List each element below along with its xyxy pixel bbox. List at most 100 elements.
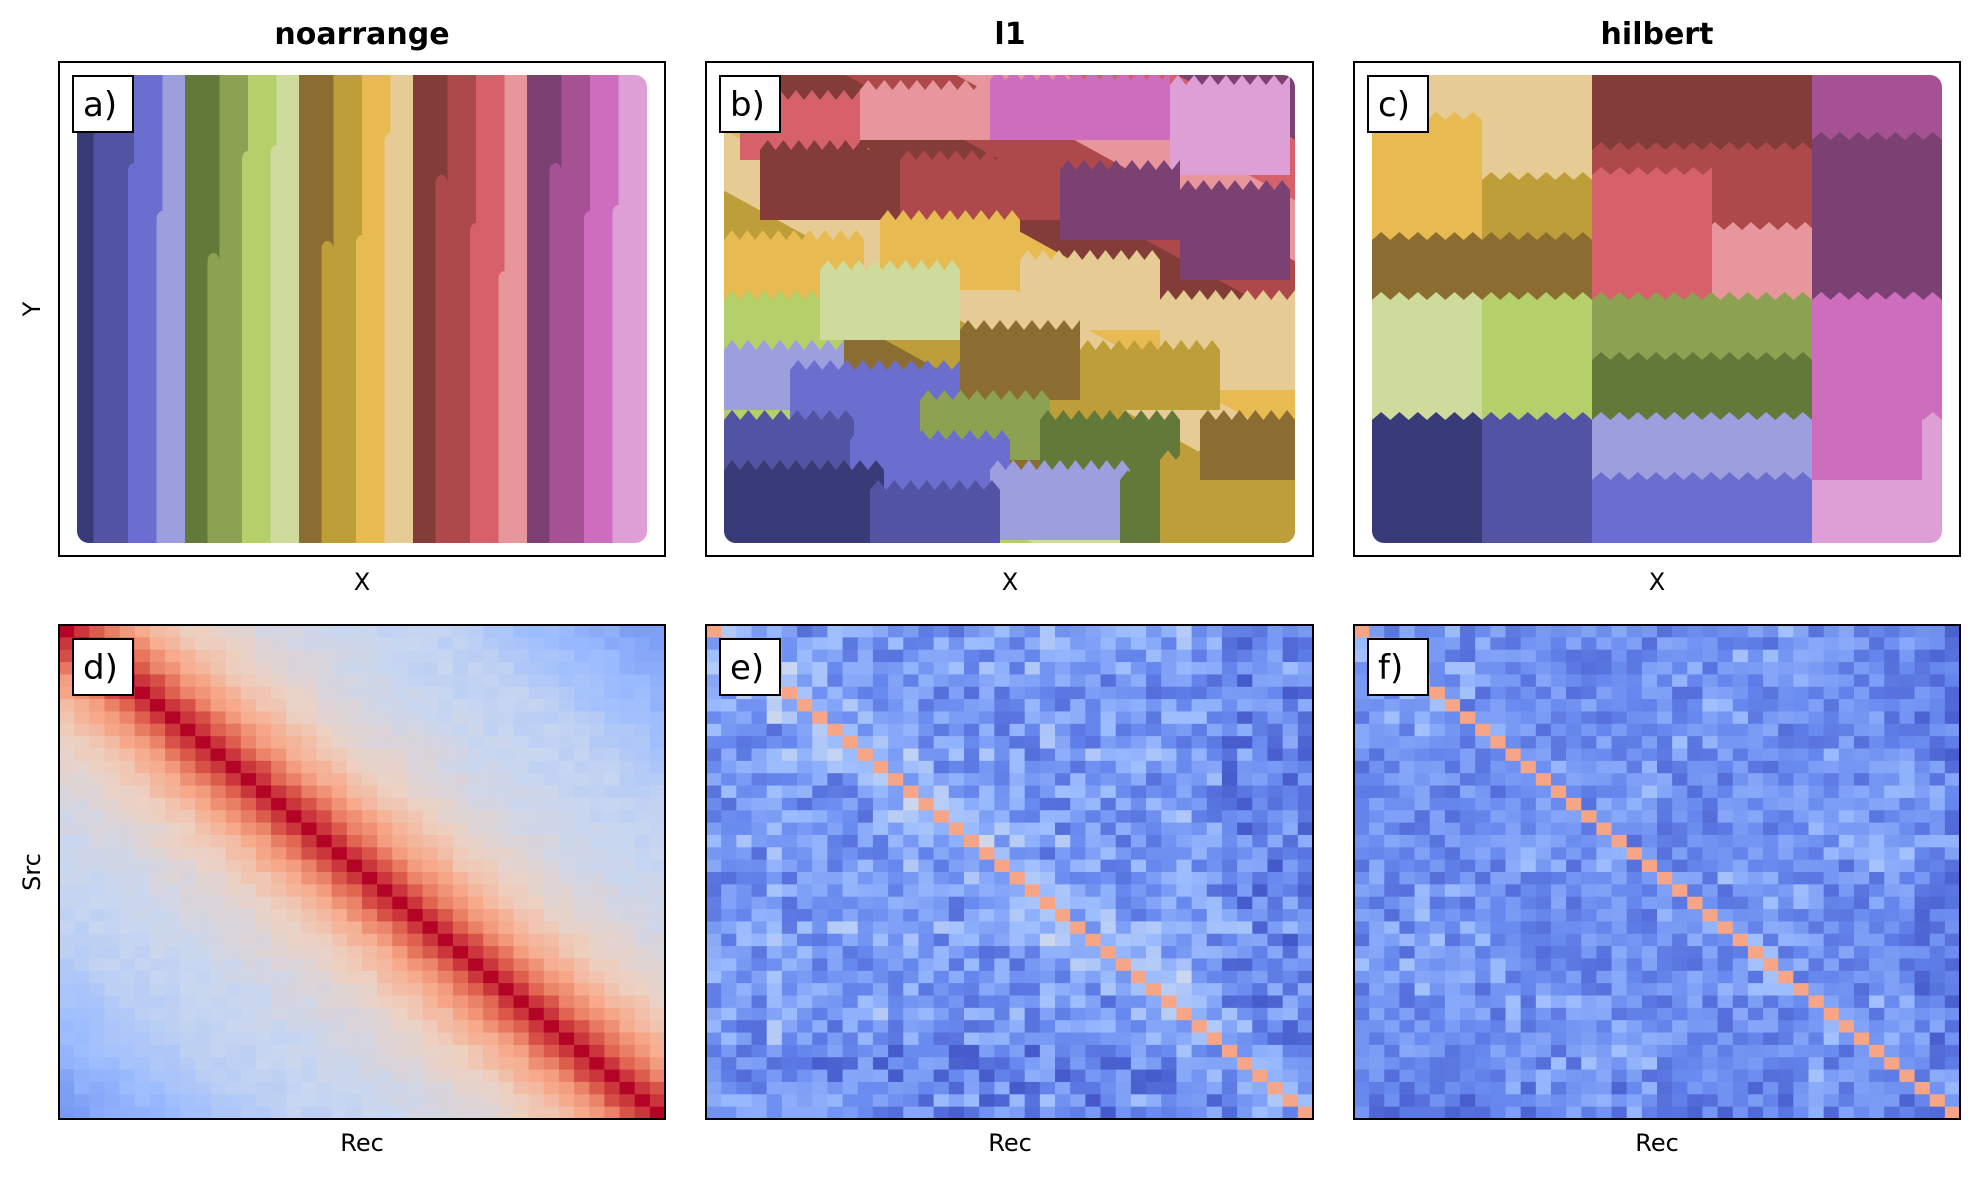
- heatmap-cell: [180, 637, 196, 651]
- heatmap-cell: [1535, 1057, 1552, 1071]
- heatmap-cell: [1414, 723, 1431, 737]
- heatmap-cell: [1626, 896, 1643, 910]
- heatmap-cell: [812, 625, 829, 638]
- heatmap-cell: [1085, 933, 1102, 947]
- heatmap-cell: [933, 662, 950, 675]
- heatmap-cell: [271, 637, 287, 651]
- heatmap-cell: [1914, 748, 1931, 762]
- heatmap-cell: [134, 810, 151, 824]
- heatmap-cell: [766, 1106, 783, 1120]
- heatmap-cell: [1146, 699, 1162, 713]
- heatmap-cell: [1535, 723, 1552, 737]
- heatmap-cell: [1535, 686, 1552, 700]
- heatmap-cell: [558, 933, 575, 947]
- heatmap-cell: [721, 946, 737, 960]
- heatmap-cell: [1596, 995, 1613, 1009]
- heatmap-cell: [1100, 649, 1117, 663]
- heatmap-cell: [903, 859, 920, 873]
- heatmap-cell: [483, 723, 499, 737]
- heatmap-cell: [346, 970, 363, 984]
- heatmap-cell: [1354, 983, 1370, 997]
- heatmap-cell: [543, 637, 560, 651]
- heatmap-cell: [149, 736, 166, 750]
- heatmap-cell: [1354, 946, 1370, 960]
- heatmap-cell: [1055, 810, 1071, 824]
- heatmap-cell: [963, 884, 980, 898]
- heatmap-cell: [301, 1081, 318, 1095]
- heatmap-cell: [634, 723, 651, 737]
- heatmap-cell: [1206, 834, 1223, 848]
- heatmap-cell: [558, 958, 575, 972]
- heatmap-cell: [1550, 699, 1567, 713]
- heatmap-cell: [301, 859, 318, 873]
- heatmap-cell: [574, 1094, 590, 1108]
- heatmap-cell: [1747, 921, 1764, 935]
- heatmap-cell: [422, 896, 439, 910]
- heatmap-cell: [1505, 872, 1522, 885]
- heatmap-cell: [195, 686, 212, 700]
- region-block-6: [900, 150, 1060, 220]
- heatmap-cell: [1672, 699, 1688, 713]
- heatmap-cell: [119, 896, 136, 910]
- heatmap-cell: [255, 921, 272, 935]
- heatmap-cell: [1884, 748, 1900, 762]
- heatmap-cell: [872, 983, 889, 997]
- heatmap-cell: [1282, 859, 1299, 873]
- heatmap-cell: [392, 810, 409, 824]
- heatmap-cell: [736, 810, 753, 824]
- heatmap-cell: [165, 760, 181, 774]
- heatmap-cell: [528, 946, 545, 960]
- heatmap-cell: [1763, 637, 1779, 651]
- heatmap-cell: [994, 1094, 1011, 1108]
- heatmap-cell: [1717, 995, 1734, 1009]
- heatmap-cell: [1944, 1032, 1961, 1046]
- heatmap-cell: [1566, 736, 1582, 750]
- heatmap-cell: [1899, 1057, 1916, 1071]
- heatmap-cell: [422, 834, 439, 848]
- heatmap-cell: [872, 723, 889, 737]
- heatmap-cell: [1009, 662, 1026, 675]
- heatmap-cell: [979, 896, 995, 910]
- heatmap-cell: [1535, 1094, 1552, 1108]
- heatmap-cell: [1778, 933, 1794, 947]
- heatmap-cell: [1914, 1044, 1931, 1058]
- heatmap-cell: [1297, 723, 1314, 737]
- heatmap-cell: [271, 674, 287, 688]
- heatmap-cell: [1657, 921, 1673, 935]
- heatmap-cell: [180, 958, 196, 972]
- heatmap-cell: [1490, 773, 1507, 787]
- heatmap-cell: [1717, 847, 1734, 861]
- heatmap-cell: [1206, 1057, 1223, 1071]
- heatmap-cell: [979, 834, 995, 848]
- heatmap-cell: [1687, 810, 1704, 824]
- heatmap-cell: [225, 674, 242, 688]
- heatmap-cell: [1687, 1069, 1704, 1083]
- heatmap-cell: [1369, 983, 1385, 997]
- heatmap-cell: [1384, 847, 1401, 861]
- heatmap-cell: [180, 810, 196, 824]
- heatmap-cell: [1550, 686, 1567, 700]
- heatmap-cell: [1267, 896, 1284, 910]
- heatmap-cell: [903, 958, 920, 972]
- region-6: [1592, 292, 1812, 360]
- heatmap-cell: [134, 637, 151, 651]
- heatmap-cell: [1055, 933, 1071, 947]
- heatmap-cell: [89, 970, 106, 984]
- heatmap-cell: [994, 896, 1011, 910]
- heatmap-cell: [1884, 785, 1900, 799]
- heatmap-cell: [1641, 711, 1658, 725]
- heatmap-cell: [903, 946, 920, 960]
- heatmap-cell: [649, 933, 666, 947]
- heatmap-cell: [872, 1007, 889, 1021]
- heatmap-cell: [1823, 822, 1840, 836]
- heatmap-cell: [498, 760, 515, 774]
- heatmap-cell: [1369, 847, 1385, 861]
- heatmap-cell: [422, 995, 439, 1009]
- heatmap-cell: [195, 748, 212, 762]
- heatmap-cell: [1732, 847, 1749, 861]
- heatmap-cell: [1460, 946, 1476, 960]
- heatmap-cell: [766, 921, 783, 935]
- heatmap-cell: [1793, 1057, 1810, 1071]
- heatmap-cell: [589, 859, 605, 873]
- heatmap-cell: [751, 946, 768, 960]
